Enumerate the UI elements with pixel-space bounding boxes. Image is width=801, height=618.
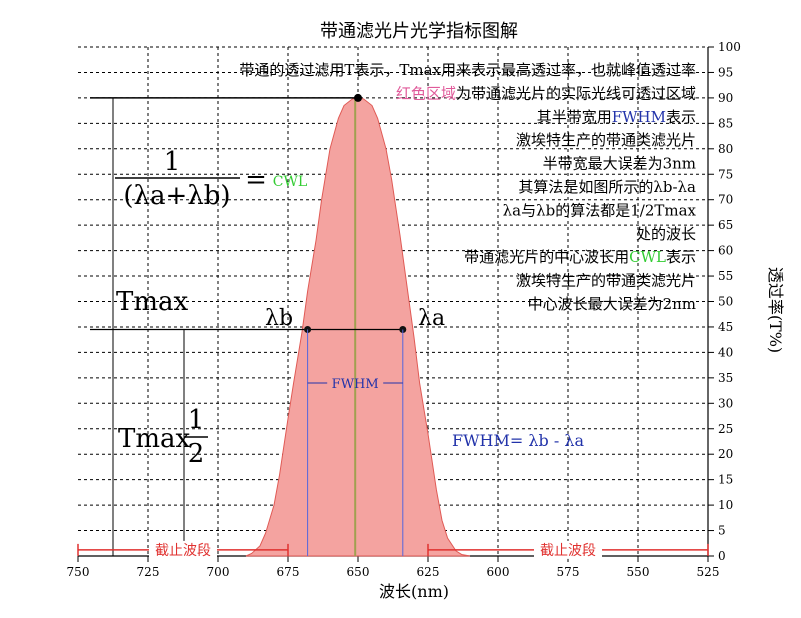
x-tick-label: 650 [347,565,370,579]
x-tick-label: 525 [697,565,720,579]
fwhm-marker: FWHM [307,377,403,392]
note-line: 红色区域为带通滤光片的实际光线可透过区域 [396,84,696,102]
y-tick-label: 20 [718,447,733,461]
note-line: 处的波长 [636,225,696,243]
fwhm-formula: FWHM= λb - λa [452,431,584,450]
note-line: 带通滤光片的中心波长用CWL表示 [464,248,696,266]
note-line: λa与λb的算法都是1/2Tmax [503,201,697,219]
y-tick-label: 55 [718,269,733,283]
diagram-title: 带通滤光片光学指标图解 [320,21,518,42]
note-line: 其半带宽用FWHM表示 [537,108,696,126]
fwhm-bar-label: FWHM [332,377,379,392]
x-tick-labels: 525 550 575 600 625 650 675 700 725 750 [67,565,720,579]
x-tick-label: 600 [487,565,510,579]
y-tick-label: 70 [718,193,733,207]
x-tick-label: 750 [67,565,90,579]
equals-sign: = [245,165,267,195]
y-tick-label: 0 [718,549,726,563]
y-tick-label: 35 [718,371,733,385]
peak-point [354,93,362,102]
lambda-b-label: λb [265,306,293,331]
note-line: 其算法是如图所示的λb-λa [518,178,696,196]
y-tick-label: 50 [718,295,733,309]
half-formula-numerator: 1 [188,405,205,435]
x-tick-label: 725 [137,565,160,579]
x-tick-label: 675 [277,565,300,579]
cutoff-label-bg [534,540,602,559]
y-tick-label: 10 [718,498,733,512]
note-line: 激埃特生产的带通类滤光片 [516,131,696,149]
cwl-label: CWL [273,174,307,190]
notes-text: 带通的透过滤用T表示，Tmax用来表示最高透过率，也就峰值透过率红色区域为带通滤… [239,61,696,313]
x-tick-label: 575 [557,565,580,579]
cwl-formula-numerator: 1 [164,147,181,177]
y-tick-label: 100 [718,40,741,54]
y-tick-label: 80 [718,142,733,156]
x-tick-label: 700 [207,565,230,579]
cutoff-band-right-label: 截止波段 [540,543,596,559]
y-tick-label: 95 [718,65,733,79]
note-line: 激埃特生产的带通类滤光片 [516,272,696,290]
x-tick-label: 625 [417,565,440,579]
x-tick-label: 550 [627,565,650,579]
y-tick-label: 5 [718,524,726,538]
y-tick-label: 85 [718,116,733,130]
half-formula-denominator: 2 [188,439,205,469]
y-tick-label: 65 [718,218,733,232]
tmax-label: Tmax [116,287,188,317]
y-tick-label: 15 [718,473,733,487]
y-axis-title: 透过率(T%) [766,267,785,353]
y-tick-label: 25 [718,422,733,436]
y-tick-label: 75 [718,167,733,181]
note-line: 中心波长最大误差为2nm [528,295,696,313]
cutoff-bands: 截止波段 截止波段 [77,540,709,559]
cutoff-band-left-label: 截止波段 [155,543,211,559]
note-line: 带通的透过滤用T表示，Tmax用来表示最高透过率，也就峰值透过率 [239,61,696,79]
cutoff-label-bg [149,540,217,559]
half-tmax-label: Tmax [118,424,190,454]
y-tick-label: 60 [718,244,733,258]
lambda-a-label: λa [418,306,445,331]
y-tick-labels: 0 5 10 15 20 25 30 35 40 45 50 55 60 65 70 75 80 85 90 95 10… [718,40,741,563]
y-tick-label: 30 [718,396,733,410]
cwl-formula-denominator: (λa+λb) [123,181,230,211]
y-tick-label: 40 [718,345,733,359]
note-line: 半带宽最大误差为3nm [543,155,696,173]
y-tick-label: 45 [718,320,733,334]
x-axis-title: 波长(nm) [379,582,449,601]
y-tick-label: 90 [718,91,733,105]
